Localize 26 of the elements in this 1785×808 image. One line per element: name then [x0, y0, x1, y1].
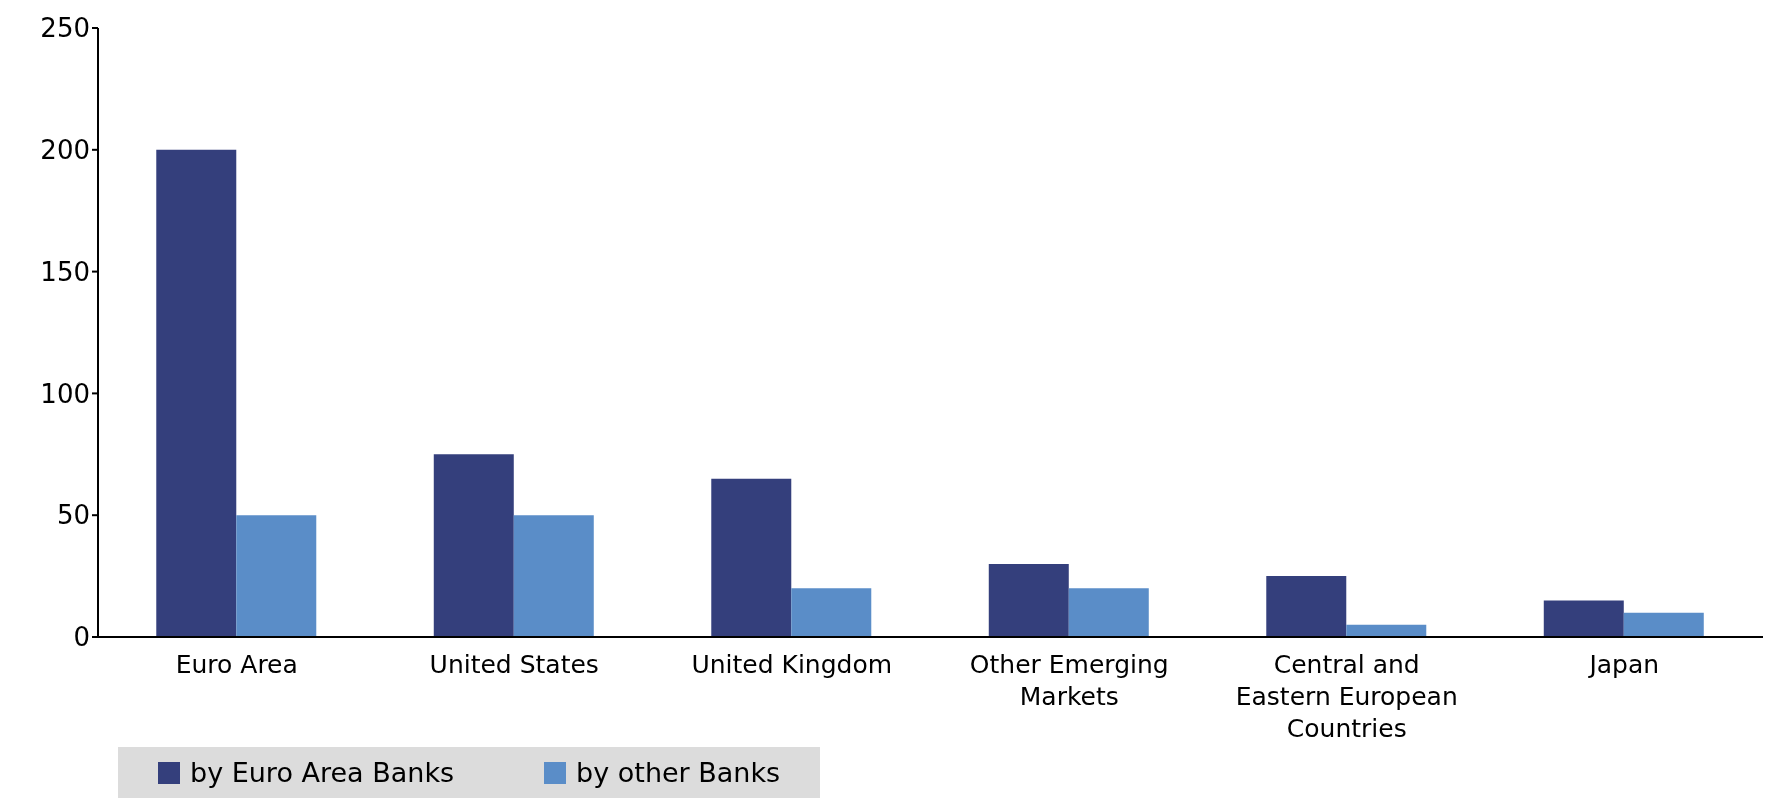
bar: [1266, 576, 1347, 637]
y-tick-label: 0: [73, 622, 90, 653]
bar: [1068, 588, 1149, 637]
legend-label: by other Banks: [575, 757, 781, 788]
bar: [1346, 624, 1427, 637]
bar: [791, 588, 872, 637]
bar: [1623, 612, 1704, 637]
x-tick-label: Euro Area: [175, 650, 298, 679]
y-tick-label: 250: [40, 13, 90, 44]
bar: [513, 515, 594, 637]
x-tick-label: United Kingdom: [691, 650, 893, 679]
x-tick-label: Central and Eastern European Countries: [1235, 650, 1458, 743]
y-tick-label: 150: [40, 256, 90, 287]
y-tick-label: 200: [40, 135, 90, 166]
y-tick-label: 100: [40, 378, 90, 409]
bar: [236, 515, 317, 637]
x-tick-label: Japan: [1587, 650, 1660, 679]
bar: [156, 149, 237, 637]
bar: [988, 563, 1069, 637]
bar: [1543, 600, 1624, 637]
y-tick-label: 50: [56, 500, 90, 531]
bar: [711, 478, 792, 637]
x-tick-label: Other Emerging Markets: [969, 650, 1169, 711]
x-tick-label: United States: [429, 650, 599, 679]
bar: [433, 454, 514, 637]
legend-label: by Euro Area Banks: [189, 757, 455, 788]
